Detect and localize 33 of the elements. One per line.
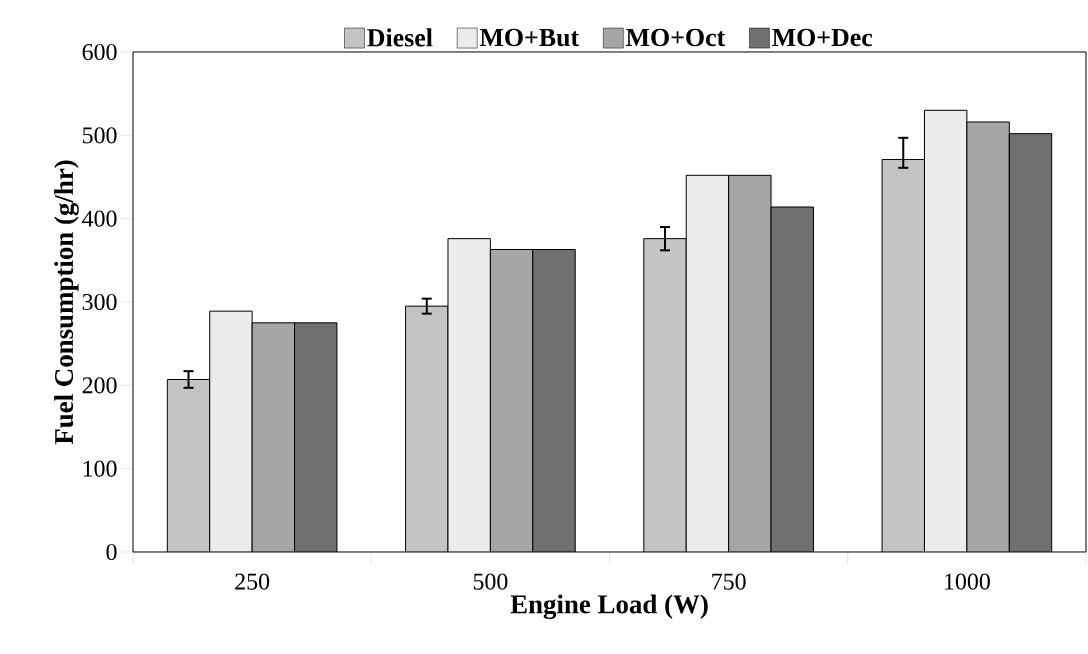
bar [251,322,296,552]
bar [685,174,730,552]
bar [643,238,687,552]
y-tick-label: 500 [83,127,117,144]
bar [447,238,491,552]
y-tick-label: 100 [83,460,117,477]
y-tick-label: 300 [82,293,117,311]
y-tick-label: 600 [82,43,117,61]
bar [1008,133,1053,552]
bar [728,174,772,552]
bar [294,322,338,552]
y-axis-title: Fuel Consumption (g/hr) [54,160,79,445]
bar [770,206,814,552]
x-axis-title: Engine Load (W) [510,594,708,620]
x-tick-label: 750 [712,573,746,590]
legend-label: MO+But [479,28,579,47]
bar [923,109,968,552]
bar [490,249,533,552]
bar [209,310,253,552]
bar [166,378,211,552]
legend-label: Diesel [367,28,433,47]
bar [966,121,1010,552]
x-tick-label: 500 [473,573,508,590]
y-tick-label: 200 [82,377,117,394]
bar [881,158,925,552]
legend-label: MO+Dec [772,28,873,47]
bar [405,306,448,552]
y-tick-label: 400 [82,210,117,227]
legend-label: MO+Oct [626,28,726,47]
x-tick-label: 250 [235,573,270,590]
y-tick-label: 0 [106,543,117,561]
bar [532,249,576,552]
x-tick-label: 1000 [945,573,990,590]
